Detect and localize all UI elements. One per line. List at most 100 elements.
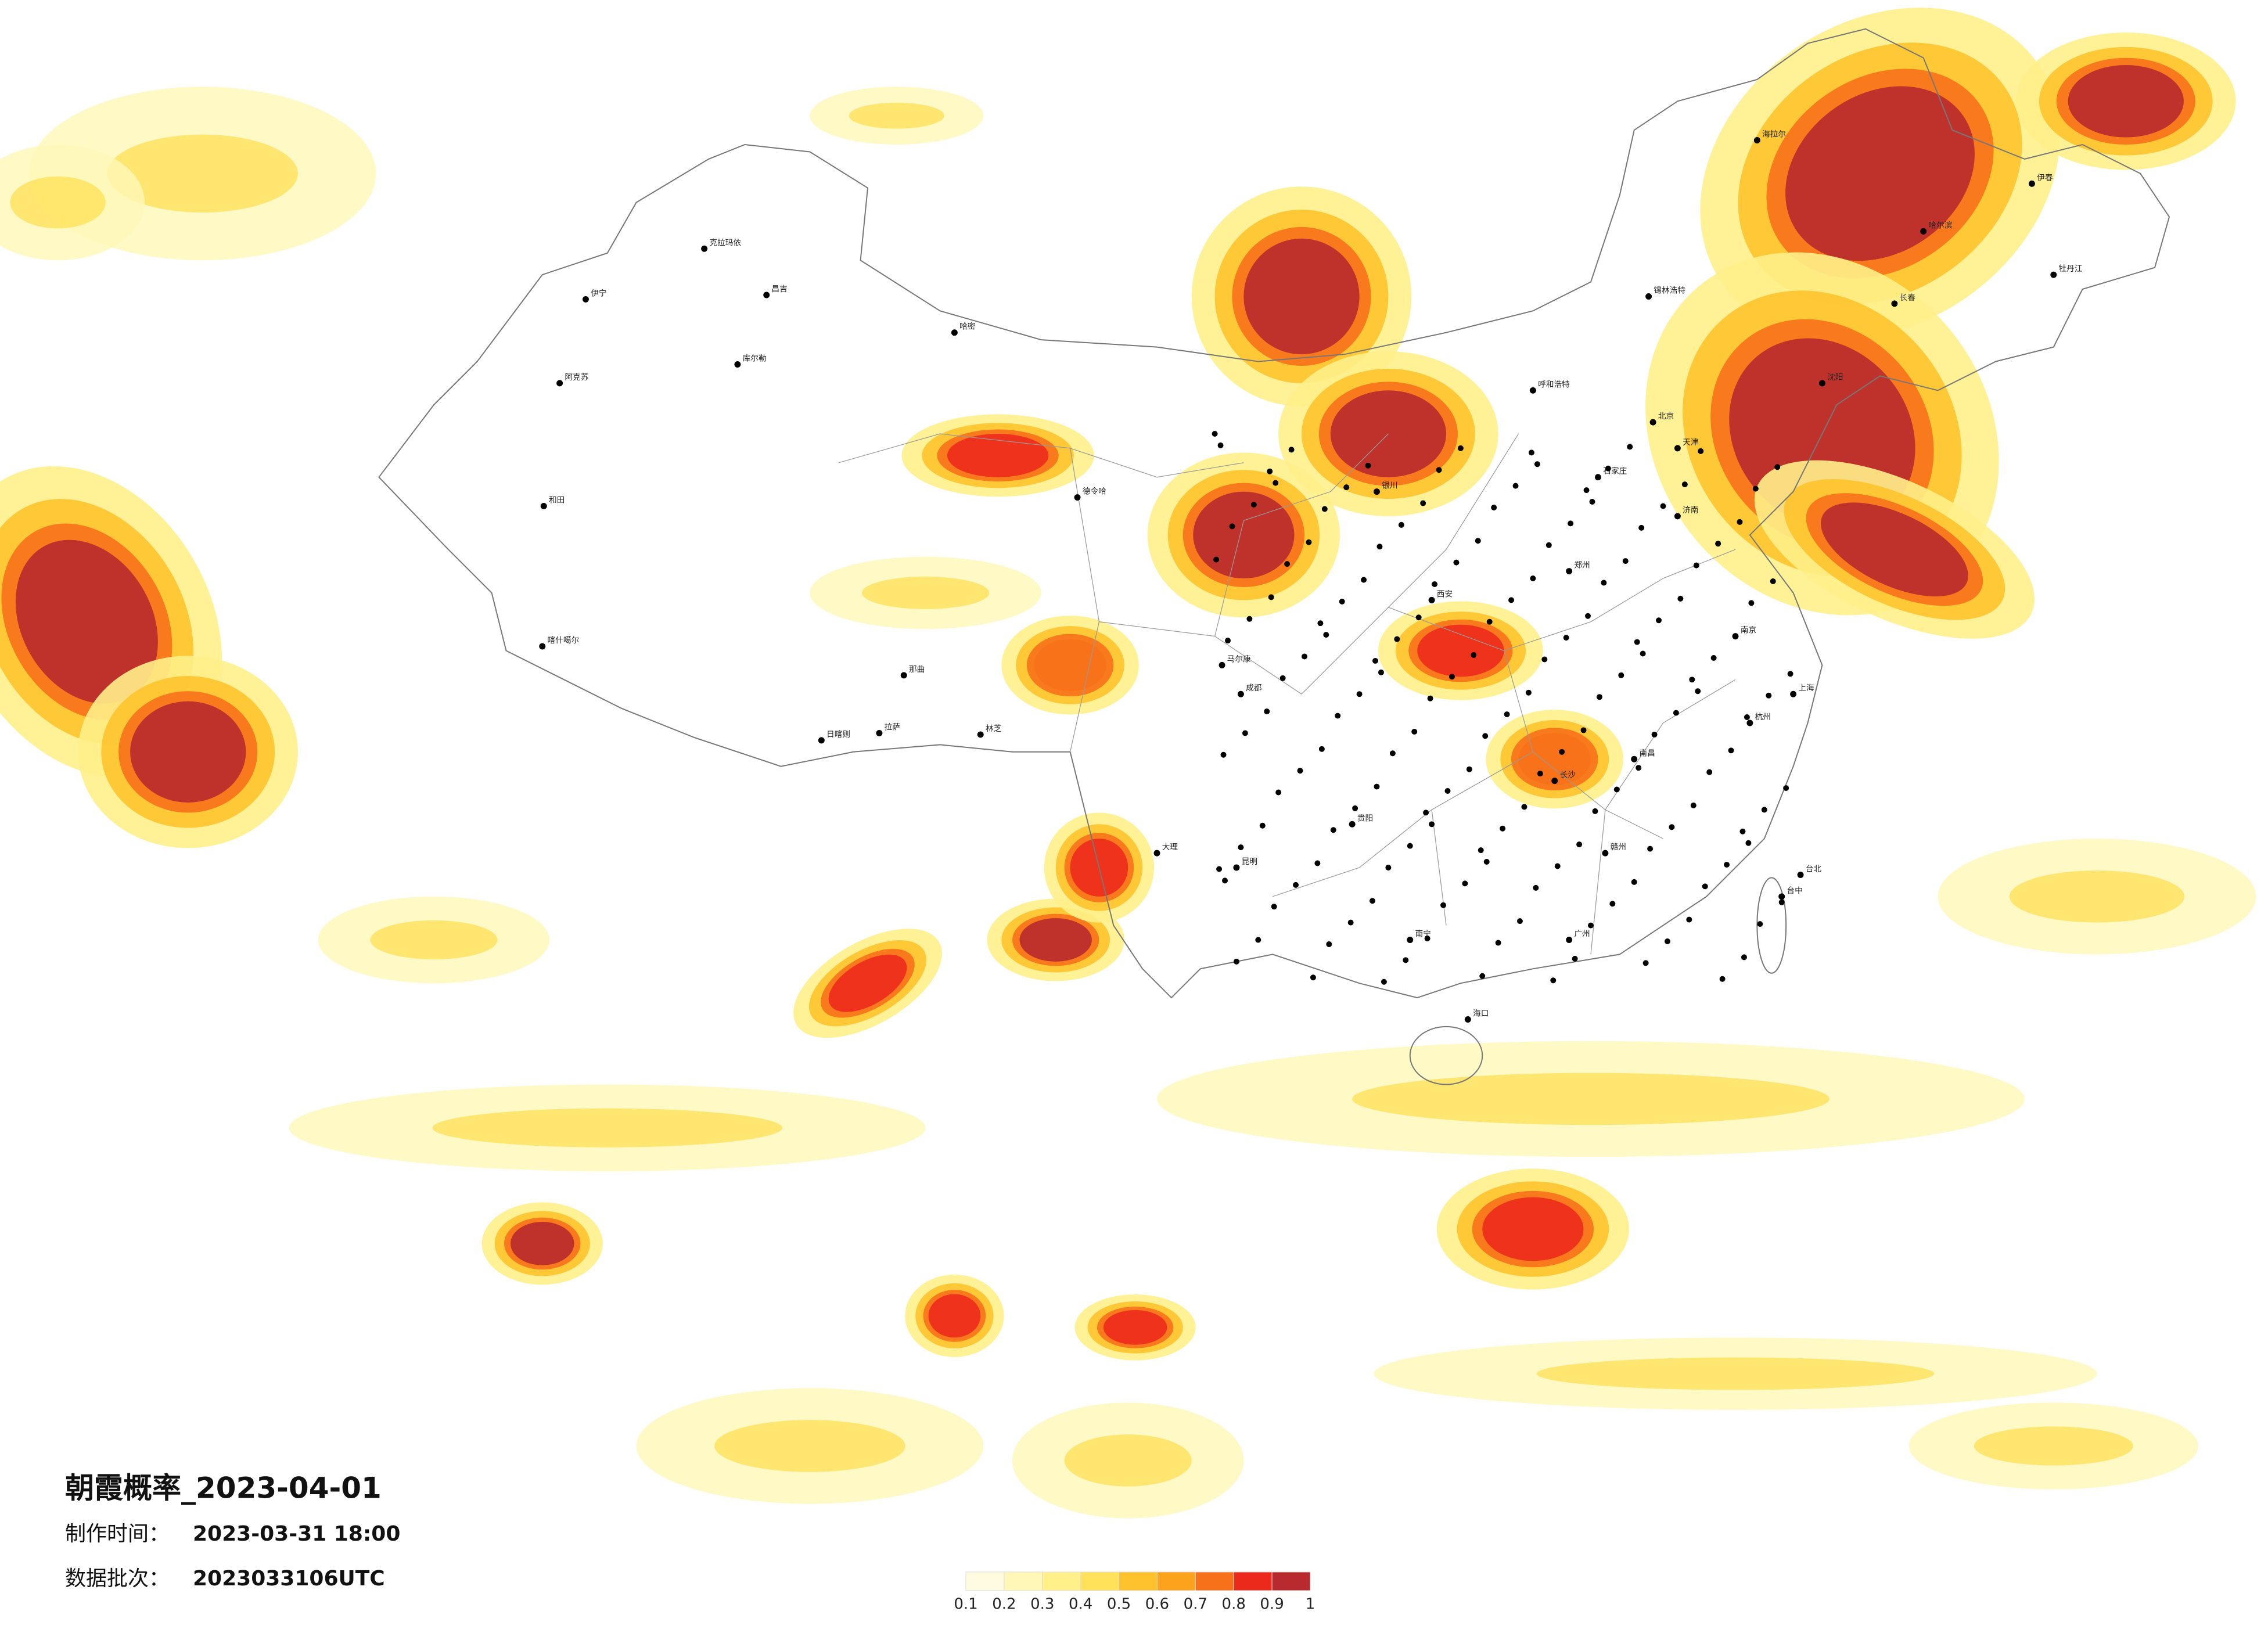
city-dot [1471,652,1477,658]
probability-field [0,8,2256,1519]
city-dot [1585,613,1591,619]
colorbar-box [1004,1571,1043,1591]
colorbar-box [965,1571,1005,1591]
city-dot [1279,675,1286,681]
city-dot [1698,448,1704,454]
city-dot [1605,465,1611,472]
city-dot [556,380,563,387]
city-dot [1306,539,1312,545]
city-dot [1733,633,1738,639]
city-dot [1427,695,1433,702]
probability-area [107,134,298,213]
city-dot [1273,480,1279,486]
city-dot [1423,810,1429,816]
city-dot [1483,859,1490,865]
city-label: 长沙 [1559,771,1576,780]
probability-area [862,576,990,609]
taiwan-outline [1756,877,1787,974]
city-dot [1288,447,1295,453]
city-dot [1259,822,1266,829]
city-dot [1689,677,1695,683]
colorbar-box [1119,1571,1158,1591]
probability-area [370,920,498,960]
city-dot [1741,954,1747,961]
city-label: 喀什噶尔 [547,636,579,645]
city-label: 和田 [549,496,565,505]
city-dot [1529,387,1536,394]
city-dot [1074,494,1081,501]
probability-area [1064,1434,1192,1487]
city-dot [1627,444,1633,450]
city-dot [1746,720,1753,726]
probability-area [1785,86,1975,261]
city-dot [1601,580,1607,586]
city-dot [1428,596,1435,603]
probability-area [1974,1426,2133,1466]
city-dot [1566,568,1573,575]
city-label: 郑州 [1574,561,1590,570]
city-dot [1242,730,1248,736]
city-label: 长春 [1900,293,1916,303]
city-dot [1429,821,1435,828]
city-dot [1268,594,1274,600]
city-dot [1415,614,1422,621]
probability-area [2009,870,2185,923]
city-dot [540,503,547,509]
city-label: 南昌 [1639,749,1655,758]
city-label: 林芝 [986,724,1002,733]
city-dot [1631,756,1638,762]
probability-area [1193,491,1295,578]
city-dot [1374,488,1380,495]
city-label: 牡丹江 [2059,264,2083,274]
city-label: 西安 [1437,589,1453,599]
city-dot [1407,937,1414,943]
city-dot [1238,844,1244,851]
cities: 克拉玛依伊宁阿克苏和田喀什噶尔哈密昌吉库尔勒拉萨日喀则林芝那曲德令哈北京天津石家… [539,130,2083,1023]
probability-area [928,1294,981,1338]
city-dot [1339,598,1345,605]
colorbar-tick-label: 0.6 [1145,1596,1169,1613]
city-dot [1349,821,1356,828]
city-dot [1335,713,1341,719]
colorbar-box [1233,1571,1273,1591]
city-dot [1398,521,1404,528]
city-dot [1394,636,1400,642]
city-dot [876,729,883,736]
city-dot [1638,524,1645,531]
city-label: 日喀则 [826,730,850,739]
city-dot [1609,901,1616,907]
city-dot [1372,657,1378,664]
colorbar-box [1042,1571,1081,1591]
city-dot [1674,445,1681,452]
city-dot [1284,561,1291,567]
city-label: 赣州 [1611,843,1626,852]
city-dot [1250,502,1257,508]
probability-area [1034,639,1106,692]
city-dot [1640,650,1646,657]
colorbar-tick-label: 0.8 [1222,1596,1246,1613]
city-dot [763,292,770,298]
city-dot [1572,955,1578,962]
city-dot [1583,487,1590,494]
city-dot [1440,902,1446,908]
city-dot [1534,461,1540,467]
probability-area [1821,502,1968,597]
city-dot [1559,749,1565,755]
city-dot [1436,467,1442,473]
city-dot [1744,714,1750,721]
city-dot [1739,828,1746,834]
city-dot [1479,973,1486,979]
probability-area [1103,1310,1167,1345]
colorbar-tick-label: 0.3 [1030,1596,1054,1613]
probability-area [1536,1357,1935,1390]
city-dot [1681,481,1688,488]
map: 克拉玛依伊宁阿克苏和田喀什噶尔哈密昌吉库尔勒拉萨日喀则林芝那曲德令哈北京天津石家… [0,8,2256,1519]
city-label: 那曲 [909,665,925,674]
city-dot [1766,692,1772,699]
city-dot [1728,747,1734,754]
city-label: 台中 [1787,886,1802,895]
city-dot [1530,575,1536,581]
city-dot [1475,538,1481,544]
city-dot [1347,919,1354,926]
